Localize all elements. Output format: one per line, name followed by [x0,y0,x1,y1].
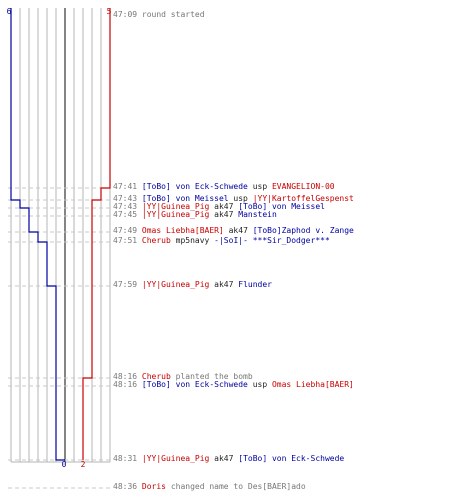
victim-name: [ToBo] von Eck-Schwede [238,454,345,463]
weapon-name: ak47 [223,226,253,235]
event-row: 47:51 Cherub mp5navy -|SoI|- ***Sir_Dodg… [113,236,330,246]
killer-name: Cherub [141,236,171,245]
event-time: 47:45 [113,210,142,219]
weapon-name: ak47 [209,280,239,289]
killer-name: |YY|Guinea_Pig [141,210,210,219]
event-time: 47:41 [113,182,142,191]
event-time: 48:36 [113,482,142,491]
weapon-name: usp [228,194,253,203]
victim-name: Flunder [238,280,272,289]
victim-name: [ToBo]Zaphod v. Zange [252,226,354,235]
weapon-name: ak47 [209,210,239,219]
event-row: 48:16 Cherub planted the bomb [113,372,253,382]
killer-name: [ToBo] von Meissel [141,194,229,203]
killer-name: |YY|Guinea_Pig [141,280,210,289]
red-end-count: 2 [81,460,86,469]
event-time: 47:59 [113,280,142,289]
event-row: 48:16 [ToBo] von Eck-Schwede usp Omas Li… [113,380,354,390]
event-row: 47:43 |YY|Guinea_Pig ak47 [ToBo] von Mei… [113,202,325,212]
event-time: 47:43 [113,202,142,211]
blue-team-alive-line [10,8,65,461]
event-message: round started [141,10,205,19]
event-row: 47:09 round started [113,10,205,20]
weapon-name: mp5navy [170,236,215,245]
event-row: 47:43 [ToBo] von Meissel usp |YY|Kartoff… [113,194,354,204]
blue-start-count: 6 [7,7,12,16]
victim-name: Omas Liebha[BAER] [271,380,354,389]
actor-name: Cherub [141,372,171,381]
event-time: 47:43 [113,194,142,203]
event-row: 47:49 Omas Liebha[BAER] ak47 [ToBo]Zapho… [113,226,354,236]
event-row: 47:45 |YY|Guinea_Pig ak47 Manstein [113,210,277,220]
actor-name: Doris [141,482,166,491]
weapon-name: usp [247,380,272,389]
event-message: planted the bomb [170,372,253,381]
victim-name: Manstein [238,210,277,219]
weapon-name: usp [247,182,272,191]
event-time: 47:09 [113,10,142,19]
red-start-count: 5 [107,7,112,16]
killer-name: |YY|Guinea_Pig [141,454,210,463]
event-time: 48:16 [113,380,142,389]
victim-name: EVANGELION-00 [271,182,335,191]
event-time: 47:51 [113,236,142,245]
event-time: 48:31 [113,454,142,463]
event-time: 48:16 [113,372,142,381]
event-row: 47:59 |YY|Guinea_Pig ak47 Flunder [113,280,272,290]
weapon-name: ak47 [209,454,239,463]
event-row: 48:36 Doris changed name to Des[BAER]ado [113,482,306,492]
victim-name: |YY|KartoffelGespenst [252,194,354,203]
event-message: changed name to Des[BAER]ado [166,482,306,491]
event-row: 47:41 [ToBo] von Eck-Schwede usp EVANGEL… [113,182,335,192]
victim-name: [ToBo] von Meissel [238,202,325,211]
killer-name: Omas Liebha[BAER] [141,226,224,235]
blue-end-count: 0 [62,460,67,469]
killer-name: [ToBo] von Eck-Schwede [141,182,248,191]
red-team-alive-line [82,8,111,460]
killer-name: |YY|Guinea_Pig [141,202,210,211]
event-row: 48:31 |YY|Guinea_Pig ak47 [ToBo] von Eck… [113,454,344,464]
weapon-name: ak47 [209,202,239,211]
event-time: 47:49 [113,226,142,235]
victim-name: -|SoI|- ***Sir_Dodger*** [214,236,330,245]
killer-name: [ToBo] von Eck-Schwede [141,380,248,389]
